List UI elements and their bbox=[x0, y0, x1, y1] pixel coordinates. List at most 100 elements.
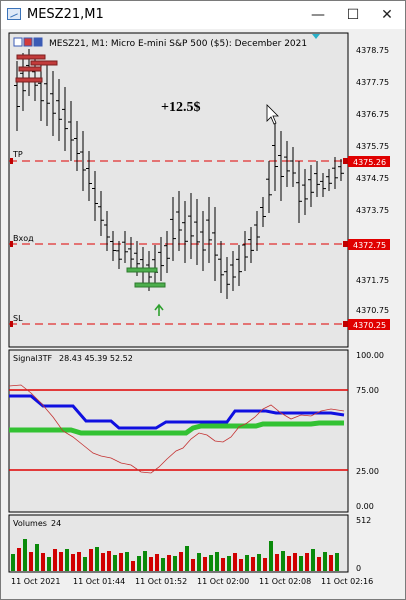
svg-text:0: 0 bbox=[356, 564, 361, 573]
chart-header-icons[interactable] bbox=[13, 37, 43, 47]
svg-text:4375.26: 4375.26 bbox=[353, 158, 386, 167]
indicator-blue-line bbox=[9, 394, 345, 430]
volume-bar bbox=[287, 556, 291, 571]
maximize-button[interactable]: ☐ bbox=[341, 5, 365, 25]
entry-label: Вход bbox=[13, 234, 34, 243]
svg-text:4375.75: 4375.75 bbox=[356, 142, 389, 151]
indicator-name: Signal3TF bbox=[13, 354, 53, 363]
volume-bar bbox=[149, 557, 153, 571]
buy-arrow-icon bbox=[154, 303, 164, 316]
price-axis: 4378.75 4377.75 4376.75 4375.75 4374.75 … bbox=[356, 46, 389, 315]
volume-bar bbox=[119, 553, 123, 571]
svg-text:512: 512 bbox=[356, 516, 371, 525]
title-bar[interactable]: MESZ21,M1 — ☐ ✕ bbox=[1, 1, 405, 29]
chart-area[interactable]: MESZ21, M1: Micro E-mini S&P 500 ($5): D… bbox=[1, 29, 405, 599]
volume-bar bbox=[161, 558, 165, 571]
svg-text:4372.75: 4372.75 bbox=[353, 241, 386, 250]
svg-text:25.00: 25.00 bbox=[356, 467, 379, 476]
svg-text:4370.25: 4370.25 bbox=[353, 321, 386, 330]
volume-bar bbox=[155, 554, 159, 571]
volume-bar bbox=[191, 559, 195, 571]
volume-bar bbox=[269, 541, 273, 571]
volume-bar bbox=[299, 556, 303, 571]
svg-text:4374.75: 4374.75 bbox=[356, 174, 389, 183]
volume-bar bbox=[95, 547, 99, 571]
volume-bar bbox=[53, 549, 57, 571]
volume-bar bbox=[47, 557, 51, 571]
svg-text:11 Oct 01:52: 11 Oct 01:52 bbox=[135, 577, 187, 586]
svg-text:11 Oct 02:16: 11 Oct 02:16 bbox=[321, 577, 373, 586]
chart-svg[interactable]: MESZ21, M1: Micro E-mini S&P 500 ($5): D… bbox=[1, 29, 405, 599]
volume-bar bbox=[305, 553, 309, 571]
svg-text:4371.75: 4371.75 bbox=[356, 276, 389, 285]
volume-bar bbox=[125, 552, 129, 571]
minimize-button[interactable]: — bbox=[306, 5, 330, 25]
volume-bar bbox=[89, 549, 93, 571]
svg-text:4370.75: 4370.75 bbox=[356, 306, 389, 315]
volumes-axis: 512 0 bbox=[356, 516, 371, 573]
volume-bar bbox=[107, 551, 111, 571]
minimize-icon: — bbox=[311, 7, 325, 23]
svg-text:4377.75: 4377.75 bbox=[356, 78, 389, 87]
svg-text:75.00: 75.00 bbox=[356, 386, 379, 395]
volume-bars[interactable] bbox=[11, 539, 339, 571]
volume-bar bbox=[83, 557, 87, 571]
volume-bar bbox=[215, 552, 219, 571]
volume-bar bbox=[311, 549, 315, 571]
volume-bar bbox=[23, 539, 27, 571]
close-icon: ✕ bbox=[381, 7, 393, 23]
volume-bar bbox=[167, 555, 171, 571]
svg-text:11 Oct 2021: 11 Oct 2021 bbox=[11, 577, 60, 586]
indicator-axis: 100.00 75.00 25.00 0.00 bbox=[356, 351, 384, 511]
chart-header-text: MESZ21, M1: Micro E-mini S&P 500 ($5): D… bbox=[49, 39, 307, 49]
profit-label: +12.5$ bbox=[161, 100, 200, 115]
close-button[interactable]: ✕ bbox=[375, 5, 399, 25]
maximize-icon: ☐ bbox=[346, 7, 360, 23]
chart-shift-marker-icon[interactable] bbox=[312, 34, 320, 39]
volume-bar bbox=[203, 557, 207, 571]
volume-bar bbox=[137, 556, 141, 571]
volume-bar bbox=[233, 553, 237, 571]
indicator-red-line bbox=[8, 384, 345, 474]
volume-bar bbox=[221, 558, 225, 571]
volume-bar bbox=[263, 558, 267, 571]
sl-label: SL bbox=[13, 314, 23, 323]
volume-bar bbox=[131, 561, 135, 571]
svg-text:4376.75: 4376.75 bbox=[356, 110, 389, 119]
volumes-name: Volumes bbox=[13, 519, 47, 528]
svg-text:4378.75: 4378.75 bbox=[356, 46, 389, 55]
price-tags: 4375.26 4372.75 4370.25 bbox=[348, 156, 390, 330]
volume-bar bbox=[197, 553, 201, 571]
volume-bar bbox=[71, 554, 75, 571]
indicator-green-line bbox=[9, 420, 344, 436]
svg-text:4373.75: 4373.75 bbox=[356, 206, 389, 215]
volume-bar bbox=[275, 554, 279, 571]
volume-bar bbox=[173, 556, 177, 571]
volume-bar bbox=[29, 552, 33, 571]
volume-bar bbox=[227, 556, 231, 571]
volume-bar bbox=[281, 551, 285, 571]
volume-bar bbox=[41, 553, 45, 571]
volume-bar bbox=[143, 551, 147, 571]
main-chart-panel[interactable] bbox=[8, 32, 349, 348]
volume-bar bbox=[209, 555, 213, 571]
volume-bar bbox=[257, 554, 261, 571]
volume-bar bbox=[293, 553, 297, 571]
volume-bar bbox=[17, 548, 21, 571]
svg-text:11 Oct 01:44: 11 Oct 01:44 bbox=[73, 577, 125, 586]
mouse-cursor-icon bbox=[266, 104, 279, 125]
volume-bar bbox=[335, 553, 339, 571]
time-axis: 11 Oct 2021 11 Oct 01:44 11 Oct 01:52 11… bbox=[11, 577, 373, 586]
volume-bar bbox=[329, 555, 333, 571]
window-title: MESZ21,M1 bbox=[27, 7, 104, 22]
indicator-values: 28.43 45.39 52.52 bbox=[59, 354, 133, 363]
trade-markers[interactable] bbox=[15, 54, 166, 288]
volume-bar bbox=[239, 559, 243, 571]
volume-bar bbox=[317, 557, 321, 571]
tp-label: TP bbox=[12, 150, 23, 159]
volume-bar bbox=[245, 555, 249, 571]
svg-text:11 Oct 02:08: 11 Oct 02:08 bbox=[259, 577, 311, 586]
price-bars[interactable] bbox=[14, 49, 344, 299]
svg-text:11 Oct 02:00: 11 Oct 02:00 bbox=[197, 577, 249, 586]
